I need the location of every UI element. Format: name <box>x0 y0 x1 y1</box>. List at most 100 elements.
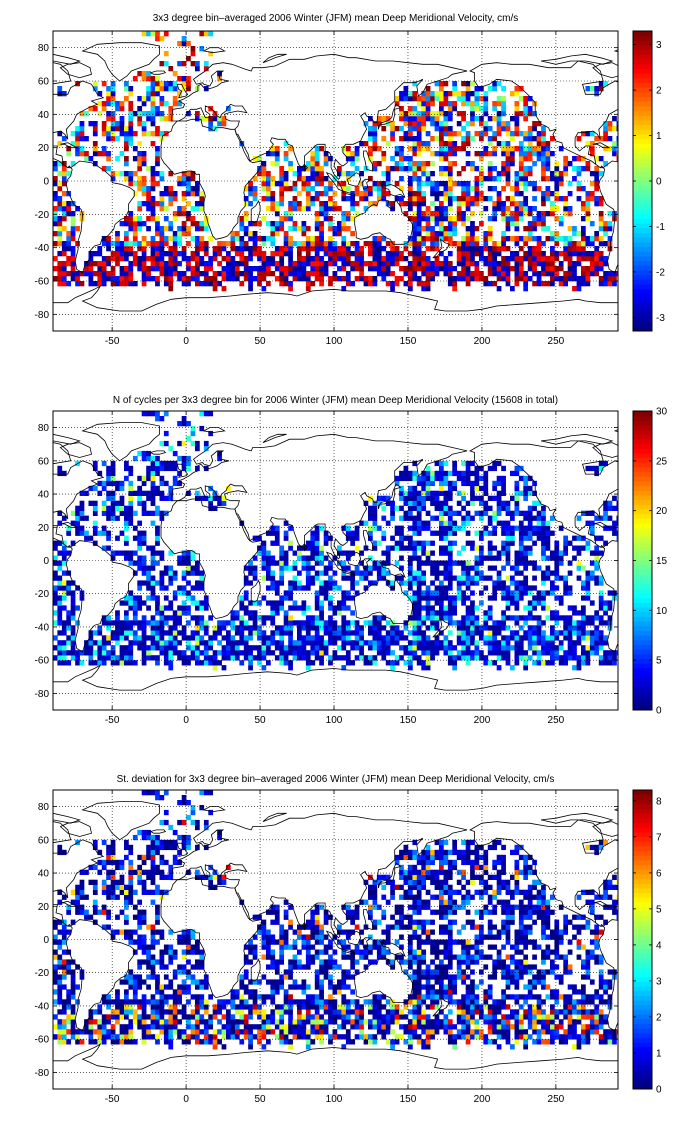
heatmap-cell <box>328 156 333 162</box>
heatmap-cell <box>483 176 489 182</box>
heatmap-cell <box>146 96 151 102</box>
heatmap-cell <box>536 236 542 242</box>
heatmap-cell <box>177 76 182 82</box>
heatmap-cell <box>412 515 418 521</box>
heatmap-cell <box>372 181 378 187</box>
heatmap-cell <box>434 221 440 227</box>
heatmap-cell <box>496 550 502 556</box>
heatmap-cell <box>447 116 453 122</box>
heatmap-cell <box>465 196 471 202</box>
colorbar-swatch <box>633 185 652 191</box>
heatmap-cell <box>403 515 409 521</box>
heatmap-cell <box>523 181 529 187</box>
heatmap-cell <box>137 535 143 541</box>
heatmap-cell <box>57 236 63 242</box>
heatmap-cell <box>607 211 613 217</box>
heatmap-cell <box>514 525 520 531</box>
heatmap-cell <box>305 251 311 257</box>
heatmap-cell <box>581 635 586 641</box>
heatmap-cell <box>501 256 506 262</box>
heatmap-cell <box>181 61 187 67</box>
heatmap-cell <box>394 660 400 666</box>
heatmap-cell <box>518 161 524 167</box>
heatmap-cell <box>319 660 324 666</box>
heatmap-cell <box>226 276 231 282</box>
heatmap-cell <box>532 196 537 202</box>
heatmap-cell <box>221 635 227 641</box>
heatmap-cell <box>518 545 524 551</box>
heatmap-cell <box>203 216 209 222</box>
heatmap-cell <box>132 635 138 641</box>
heatmap-cell <box>554 216 560 222</box>
heatmap-cell <box>501 585 506 591</box>
heatmap-cell <box>483 475 489 482</box>
heatmap-cell <box>57 645 63 651</box>
heatmap-cell <box>181 246 187 252</box>
heatmap-cell <box>305 166 311 172</box>
heatmap-cell <box>408 131 413 137</box>
heatmap-cell <box>554 635 560 641</box>
heatmap-cell <box>141 645 147 651</box>
heatmap-cell <box>399 196 404 202</box>
heatmap-cell <box>532 146 537 152</box>
heatmap-cell <box>261 216 267 222</box>
heatmap-cell <box>368 281 373 287</box>
heatmap-cell <box>421 495 427 501</box>
heatmap-cell <box>150 470 156 477</box>
heatmap-cell <box>168 221 174 227</box>
heatmap-cell <box>474 101 480 107</box>
heatmap-cell <box>155 216 160 222</box>
heatmap-cell <box>514 645 520 651</box>
heatmap-cell <box>341 276 347 282</box>
heatmap-cell <box>447 161 453 167</box>
heatmap-cell <box>403 465 409 472</box>
heatmap-cell <box>399 266 404 272</box>
heatmap-cell <box>532 136 537 142</box>
heatmap-cell <box>447 600 453 606</box>
heatmap-cell <box>416 116 422 122</box>
heatmap-cell <box>514 106 520 112</box>
colorbar-swatch <box>633 223 652 229</box>
heatmap-cell <box>501 500 506 506</box>
heatmap-cell <box>323 580 329 586</box>
heatmap-cell <box>97 266 103 272</box>
heatmap-cell <box>328 281 333 287</box>
heatmap-cell <box>208 615 214 621</box>
heatmap-cell <box>203 221 209 227</box>
heatmap-cell <box>403 650 409 656</box>
heatmap-cell <box>132 76 138 82</box>
heatmap-cell <box>337 550 342 556</box>
heatmap-cell <box>341 146 347 152</box>
heatmap-cell <box>612 495 617 501</box>
coastline <box>53 284 618 312</box>
heatmap-cell <box>541 570 546 576</box>
heatmap-cell <box>310 635 316 641</box>
heatmap-cell <box>470 650 475 656</box>
heatmap-cell <box>567 181 573 187</box>
heatmap-cell <box>421 580 427 586</box>
heatmap-cell <box>501 615 506 621</box>
heatmap-cell <box>492 256 498 262</box>
heatmap-cell <box>332 635 338 641</box>
heatmap-cell <box>607 615 613 621</box>
heatmap-cell <box>159 635 165 641</box>
heatmap-cell <box>487 86 493 92</box>
heatmap-cell <box>119 131 125 137</box>
heatmap-cell <box>345 530 351 536</box>
heatmap-cell <box>110 96 116 102</box>
heatmap-cell <box>434 590 440 596</box>
heatmap-cell <box>403 156 409 162</box>
heatmap-cell <box>483 575 489 581</box>
colorbar-swatch <box>633 143 652 149</box>
heatmap-cell <box>199 615 205 621</box>
heatmap-cell <box>416 480 422 487</box>
heatmap-cell <box>261 236 267 242</box>
heatmap-cell <box>257 221 262 227</box>
heatmap-cell <box>195 625 200 631</box>
heatmap-cell <box>84 111 89 117</box>
heatmap-cell <box>266 171 271 177</box>
heatmap-cell <box>425 161 431 167</box>
heatmap-cell <box>124 615 129 621</box>
heatmap-cell <box>425 560 431 566</box>
heatmap-cell <box>412 151 418 157</box>
